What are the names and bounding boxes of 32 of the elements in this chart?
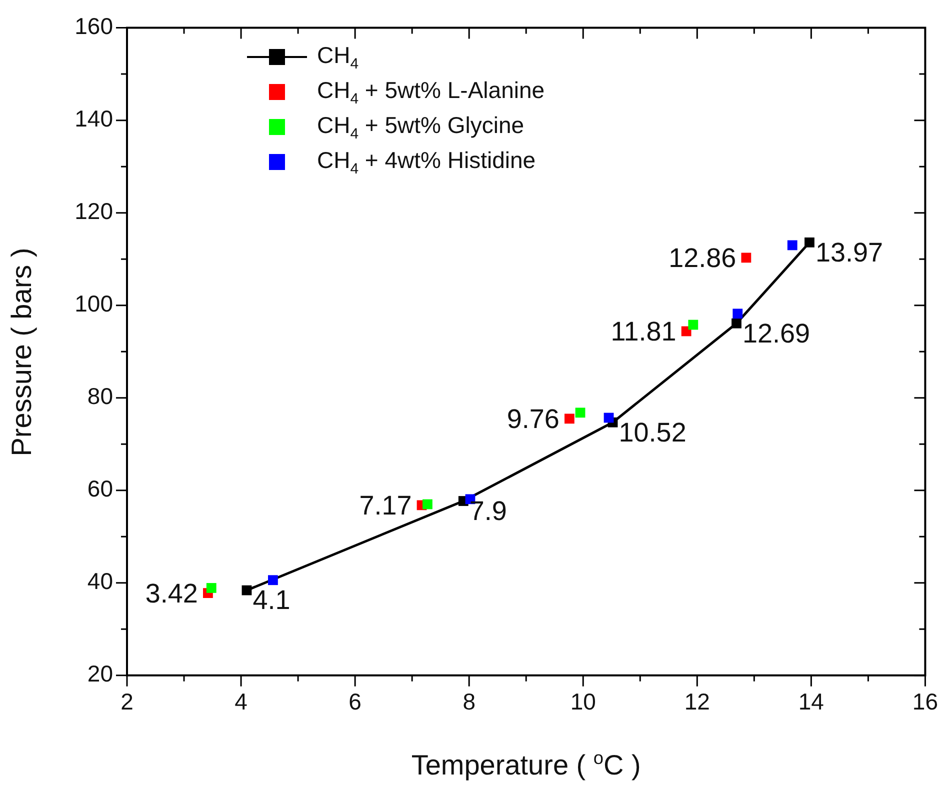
y-tick-label: 120 bbox=[74, 198, 113, 224]
x-axis-title: Temperature ( $^{o}$C ) bbox=[410, 748, 642, 782]
x-tick-label: 14 bbox=[798, 688, 824, 715]
x-tick-label: 8 bbox=[462, 688, 476, 715]
annotation: 13.97 bbox=[815, 237, 884, 268]
annotation: 3.42 bbox=[145, 578, 198, 609]
legend-label: CH$_{4}$ + 4wt% Histidine bbox=[317, 147, 536, 178]
y-tick-label: 20 bbox=[87, 660, 113, 687]
annotation: 12.86 bbox=[668, 243, 736, 274]
annotation: 12.69 bbox=[742, 318, 810, 348]
legend-label: CH$_{4}$ bbox=[317, 42, 359, 73]
annotation: 7.17 bbox=[359, 490, 412, 521]
annotation: 9.76 bbox=[506, 404, 560, 434]
x-tick-label: 10 bbox=[570, 688, 596, 715]
y-tick-label: 60 bbox=[87, 476, 113, 502]
y-axis-title: Pressure ( bars ) bbox=[6, 247, 38, 456]
x-tick-label: 4 bbox=[234, 688, 248, 715]
x-tick-label: 12 bbox=[684, 688, 710, 715]
x-tick-label: 6 bbox=[348, 688, 362, 715]
annotation: 4.1 bbox=[252, 585, 290, 616]
annotation: 11.81 bbox=[610, 316, 676, 347]
y-tick-label: 160 bbox=[74, 13, 113, 40]
legend-label: CH$_{4}$ + 5wt% L-Alanine bbox=[317, 77, 545, 108]
annotation: 7.9 bbox=[469, 496, 507, 526]
annotation: 10.52 bbox=[618, 417, 686, 448]
y-tick-label: 140 bbox=[74, 106, 113, 132]
y-tick-label: 100 bbox=[74, 290, 113, 317]
legend-label: CH$_{4}$ + 5wt% Glycine bbox=[317, 112, 524, 143]
x-tick-label: 2 bbox=[120, 688, 134, 715]
y-tick-label: 40 bbox=[87, 568, 113, 594]
y-tick-label: 80 bbox=[87, 383, 113, 410]
x-tick-label: 16 bbox=[912, 688, 938, 715]
